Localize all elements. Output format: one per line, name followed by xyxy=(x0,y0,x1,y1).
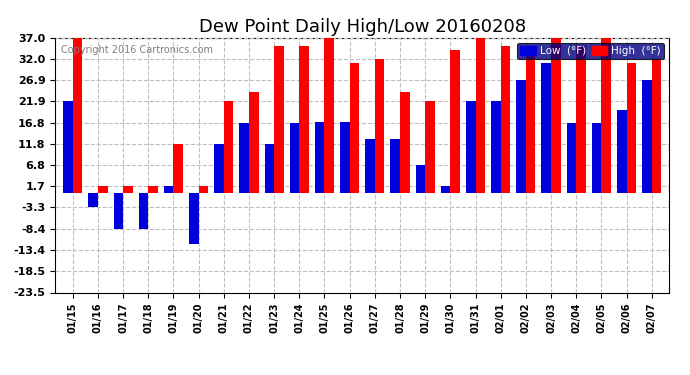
Title: Dew Point Daily High/Low 20160208: Dew Point Daily High/Low 20160208 xyxy=(199,18,526,36)
Bar xyxy=(164,186,173,194)
Bar xyxy=(264,144,274,194)
Bar xyxy=(274,45,284,194)
Bar xyxy=(123,186,132,194)
Text: Copyright 2016 Cartronics.com: Copyright 2016 Cartronics.com xyxy=(61,45,213,55)
Bar xyxy=(98,186,108,194)
Bar xyxy=(475,38,485,194)
Bar xyxy=(290,123,299,194)
Bar xyxy=(173,144,183,194)
Bar xyxy=(651,58,661,194)
Bar xyxy=(315,122,324,194)
Bar xyxy=(466,101,475,194)
Bar xyxy=(73,38,82,194)
Bar xyxy=(566,123,576,194)
Bar xyxy=(627,63,636,194)
Bar xyxy=(551,38,560,194)
Bar xyxy=(451,50,460,194)
Bar xyxy=(63,101,73,194)
Bar xyxy=(139,194,148,229)
Bar xyxy=(350,63,359,194)
Bar xyxy=(299,45,309,194)
Bar xyxy=(491,101,501,194)
Bar xyxy=(324,38,334,194)
Bar xyxy=(602,38,611,194)
Bar xyxy=(375,58,384,194)
Bar xyxy=(592,123,602,194)
Bar xyxy=(441,186,451,194)
Bar xyxy=(365,139,375,194)
Bar xyxy=(400,92,410,194)
Bar xyxy=(617,110,627,194)
Bar xyxy=(199,186,208,194)
Bar xyxy=(340,122,350,194)
Bar xyxy=(501,45,510,194)
Bar xyxy=(542,63,551,194)
Bar xyxy=(516,80,526,194)
Bar xyxy=(239,123,249,194)
Bar xyxy=(415,165,425,194)
Bar xyxy=(576,45,586,194)
Bar xyxy=(148,186,158,194)
Legend: Low  (°F), High  (°F): Low (°F), High (°F) xyxy=(518,43,664,59)
Bar xyxy=(114,194,123,229)
Bar xyxy=(526,45,535,194)
Bar xyxy=(189,194,199,244)
Bar xyxy=(88,194,98,207)
Bar xyxy=(224,101,233,194)
Bar xyxy=(391,139,400,194)
Bar xyxy=(249,92,259,194)
Bar xyxy=(215,144,224,194)
Bar xyxy=(425,101,435,194)
Bar xyxy=(642,80,651,194)
